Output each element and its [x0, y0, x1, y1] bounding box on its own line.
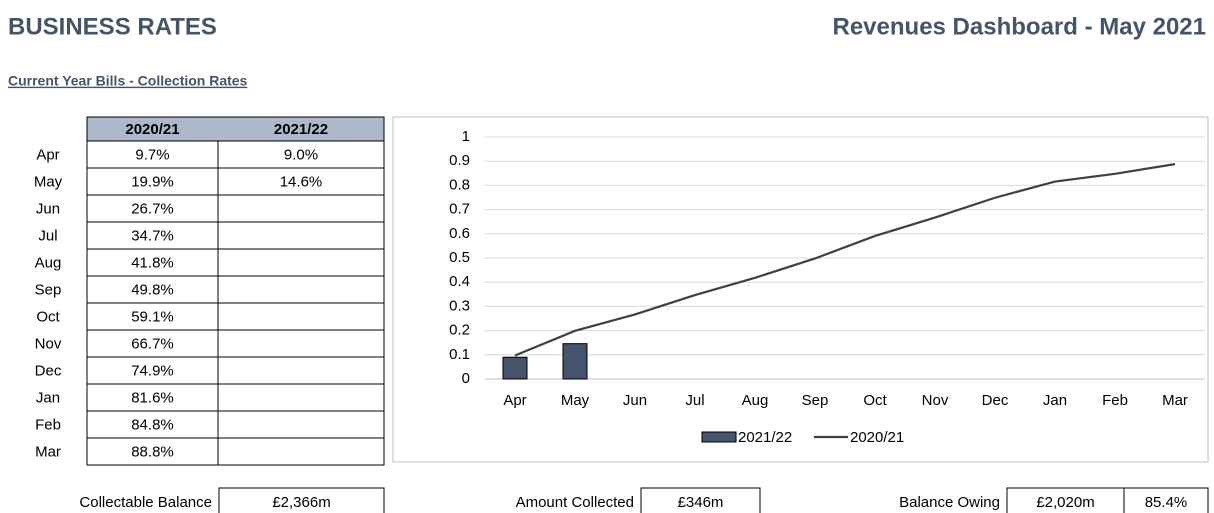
legend-label: 2021/22 [738, 429, 792, 446]
y-tick-label: 0.6 [449, 225, 470, 242]
table-value: 14.6% [280, 173, 323, 190]
column-header: 2021/22 [274, 121, 328, 138]
summary-box [1123, 487, 1209, 513]
row-label: Dec [35, 362, 62, 379]
page-title: BUSINESS RATES [8, 13, 217, 40]
table-cell [217, 329, 385, 358]
x-tick-label: Nov [922, 392, 949, 409]
y-tick-label: 0 [462, 370, 470, 387]
x-tick-label: Mar [1162, 392, 1188, 409]
dashboard-title: Revenues Dashboard - May 2021 [833, 13, 1207, 40]
table-cell [217, 275, 385, 304]
y-tick-label: 1 [462, 128, 470, 145]
y-tick-label: 0.4 [449, 273, 470, 290]
table-cell [217, 437, 385, 466]
x-tick-label: Oct [863, 392, 887, 409]
y-tick-label: 0.3 [449, 297, 470, 314]
table-cell [217, 410, 385, 439]
x-tick-label: Jul [685, 392, 704, 409]
summary-value: £2,020m [1036, 494, 1094, 511]
table-value: 81.6% [131, 389, 174, 406]
section-title: Current Year Bills - Collection Rates [8, 73, 248, 89]
row-label: Oct [36, 308, 60, 325]
column-header: 2020/21 [125, 121, 179, 138]
table-cell [217, 221, 385, 250]
summary-label: Amount Collected [516, 494, 634, 511]
summary-label: Collectable Balance [79, 494, 212, 511]
table-header-bg [86, 116, 385, 142]
x-tick-label: Jan [1043, 392, 1067, 409]
row-label: Mar [35, 443, 61, 460]
table-value: 74.9% [131, 362, 174, 379]
table-value: 84.8% [131, 416, 174, 433]
summary-box [640, 487, 761, 513]
legend-swatch [701, 431, 737, 443]
summary-value: 85.4% [1145, 494, 1188, 511]
table-value: 19.9% [131, 173, 174, 190]
y-tick-label: 0.9 [449, 152, 470, 169]
x-tick-label: Dec [982, 392, 1009, 409]
table-value: 26.7% [131, 200, 174, 217]
row-label: Nov [35, 335, 62, 352]
summary-value: £2,366m [272, 494, 330, 511]
x-tick-label: Jun [623, 392, 647, 409]
table-value: 49.8% [131, 281, 174, 298]
table-value: 9.0% [284, 146, 318, 163]
x-tick-label: May [561, 392, 590, 409]
row-label: Feb [35, 416, 61, 433]
row-label: Aug [35, 254, 62, 271]
summary-label: Balance Owing [899, 494, 1000, 511]
legend-label: 2020/21 [850, 429, 904, 446]
y-tick-label: 0.5 [449, 249, 470, 266]
table-value: 59.1% [131, 308, 174, 325]
y-tick-label: 0.7 [449, 201, 470, 218]
row-label: Jun [36, 200, 60, 217]
row-label: May [34, 173, 63, 190]
x-tick-label: Sep [802, 392, 829, 409]
y-tick-label: 0.2 [449, 322, 470, 339]
table-cell [217, 248, 385, 277]
row-label: Jul [38, 227, 57, 244]
table-cell [217, 302, 385, 331]
table-value: 66.7% [131, 335, 174, 352]
bar [562, 343, 588, 380]
table-value: 34.7% [131, 227, 174, 244]
table-value: 9.7% [135, 146, 169, 163]
chart-frame [392, 116, 1209, 463]
table-cell [217, 356, 385, 385]
table-cell [217, 194, 385, 223]
row-label: Apr [36, 146, 59, 163]
y-tick-label: 0.1 [449, 346, 470, 363]
y-tick-label: 0.8 [449, 176, 470, 193]
x-tick-label: Apr [503, 392, 526, 409]
row-label: Sep [35, 281, 62, 298]
row-label: Jan [36, 389, 60, 406]
bar [502, 356, 528, 380]
summary-box [218, 487, 385, 513]
table-value: 88.8% [131, 443, 174, 460]
line [514, 163, 1176, 357]
summary-value: £346m [678, 494, 724, 511]
x-tick-label: Feb [1102, 392, 1128, 409]
table-cell [217, 383, 385, 412]
table-value: 41.8% [131, 254, 174, 271]
x-tick-label: Aug [742, 392, 769, 409]
